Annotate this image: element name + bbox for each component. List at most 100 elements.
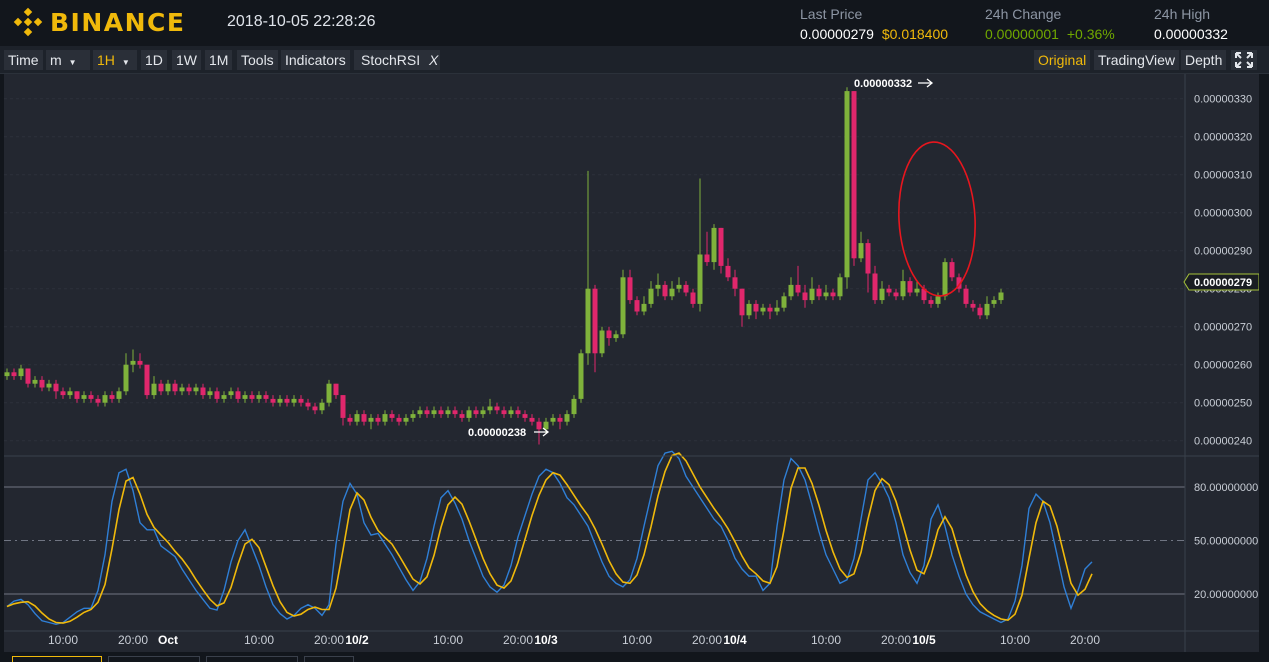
- hour-interval-select[interactable]: 1H ▼: [93, 50, 137, 70]
- candle-body: [795, 284, 801, 293]
- candle-body: [319, 402, 325, 411]
- candle-body: [165, 383, 171, 392]
- time-axis-label: 10:00: [244, 633, 274, 647]
- time-axis-label: Oct: [158, 633, 178, 647]
- tools-button[interactable]: Tools: [237, 50, 278, 70]
- original-view-button[interactable]: Original: [1034, 50, 1091, 70]
- candle-body: [949, 262, 955, 278]
- stoch-axis-tick: 20.00000000: [1194, 589, 1258, 601]
- candle-body: [53, 383, 59, 392]
- candle-body: [781, 296, 787, 308]
- candle-body: [193, 387, 199, 392]
- bottom-tab-active[interactable]: [12, 656, 102, 662]
- candle-body: [214, 391, 220, 399]
- scrollbar-track[interactable]: [1260, 74, 1269, 652]
- candle-body: [725, 265, 731, 278]
- price-axis-tick: 0.00000290: [1194, 246, 1252, 258]
- chevron-down-icon: ▼: [121, 58, 130, 67]
- time-axis-label: 10:00: [622, 633, 652, 647]
- candle-body: [585, 288, 591, 354]
- bottom-tab[interactable]: [206, 656, 298, 662]
- candle-body: [732, 277, 738, 289]
- candle-body: [704, 254, 710, 263]
- tradingview-button[interactable]: TradingView: [1094, 50, 1180, 70]
- candle-body: [340, 395, 346, 418]
- time-axis-label: 10/3: [534, 633, 558, 647]
- candle-body: [410, 414, 416, 418]
- candle-body: [18, 368, 24, 377]
- candle-body: [39, 379, 45, 388]
- candle-body: [956, 277, 962, 289]
- candle-body: [144, 364, 150, 396]
- candle-body: [774, 307, 780, 312]
- candle-body: [921, 288, 927, 301]
- time-axis-label: 10:00: [433, 633, 463, 647]
- candle-body: [564, 414, 570, 422]
- candle-body: [284, 398, 290, 403]
- candle-body: [95, 398, 101, 403]
- candle-body: [634, 300, 640, 312]
- candle-body: [242, 395, 248, 399]
- candle-body: [809, 288, 815, 301]
- candle-body: [914, 288, 920, 293]
- close-icon[interactable]: X: [429, 52, 439, 68]
- candle-body: [739, 288, 745, 316]
- change-24h-label: 24h Change: [985, 6, 1062, 22]
- candle-body: [893, 292, 899, 297]
- price-axis-tick: 0.00000330: [1194, 94, 1252, 106]
- time-axis-label: 20:00: [118, 633, 148, 647]
- last-price-value: 0.00000279: [800, 26, 874, 42]
- last-price-label: Last Price: [800, 6, 863, 22]
- candle-body: [816, 288, 822, 297]
- interval-1m-button[interactable]: 1M: [205, 50, 233, 70]
- candle-body: [11, 372, 17, 377]
- candle-body: [487, 406, 493, 411]
- candle-body: [844, 91, 850, 278]
- candle-body: [438, 410, 444, 415]
- interval-1d-button[interactable]: 1D: [141, 50, 167, 70]
- interval-1w-button[interactable]: 1W: [172, 50, 201, 70]
- time-axis-label: 10/4: [723, 633, 747, 647]
- candle-body: [935, 296, 941, 304]
- candle-body: [830, 292, 836, 297]
- low-price-marker: 0.00000238: [468, 427, 526, 439]
- candle-body: [333, 383, 339, 396]
- depth-button[interactable]: Depth: [1181, 50, 1227, 70]
- indicators-button[interactable]: Indicators: [281, 50, 350, 70]
- binance-logo[interactable]: BINANCE: [12, 6, 185, 38]
- binance-diamond-icon: [13, 7, 43, 37]
- candle-body: [417, 410, 423, 415]
- stochrsi-study-tab[interactable]: StochRSI X: [354, 50, 440, 70]
- candle-body: [312, 406, 318, 411]
- candle-body: [158, 383, 164, 392]
- candle-body: [256, 395, 262, 399]
- candle-body: [459, 414, 465, 418]
- candle-body: [235, 391, 241, 399]
- candle-body: [186, 387, 192, 392]
- candle-body: [270, 398, 276, 403]
- top-header: BINANCE 2018-10-05 22:28:26 Last Price 0…: [0, 0, 1269, 46]
- price-chart[interactable]: 0.00000330 0.00000320 0.00000310 0.00000300…: [4, 74, 1259, 652]
- candle-body: [179, 387, 185, 392]
- candle-body: [382, 414, 388, 422]
- chevron-down-icon: ▼: [68, 58, 77, 67]
- candle-body: [942, 262, 948, 297]
- candle-body: [543, 421, 549, 430]
- time-button[interactable]: Time: [4, 50, 43, 70]
- price-axis-tick: 0.00000270: [1194, 322, 1252, 334]
- time-axis-label: 20:00: [314, 633, 344, 647]
- bottom-tab[interactable]: [108, 656, 200, 662]
- last-price-stat: Last Price 0.00000279 $0.018400: [800, 6, 948, 42]
- candle-body: [662, 284, 668, 297]
- candle-body: [249, 395, 255, 399]
- candle-body: [74, 391, 80, 399]
- minute-select-label: m: [50, 52, 62, 68]
- minute-interval-select[interactable]: m ▼: [46, 50, 90, 70]
- bottom-tab[interactable]: [304, 656, 354, 662]
- candle-body: [424, 410, 430, 415]
- candle-body: [305, 402, 311, 407]
- stoch-axis-tick: 50.00000000: [1194, 536, 1258, 548]
- fullscreen-button[interactable]: [1231, 50, 1257, 70]
- candle-body: [641, 303, 647, 312]
- chart-area[interactable]: 0.00000330 0.00000320 0.00000310 0.00000300…: [4, 74, 1259, 652]
